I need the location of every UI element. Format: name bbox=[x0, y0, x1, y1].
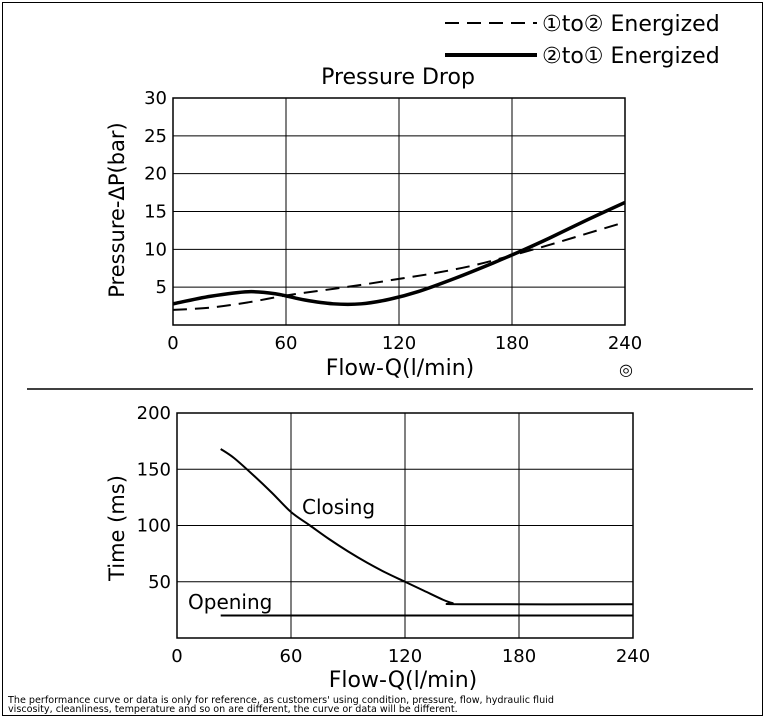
chart1-x-tick-label: 60 bbox=[275, 333, 298, 354]
chart2-x-tick-label: 0 bbox=[171, 646, 182, 667]
chart2-x-tick-label: 120 bbox=[388, 646, 422, 667]
chart1-y-tick-label: 25 bbox=[144, 126, 167, 147]
chart2-series-closing bbox=[220, 448, 634, 606]
chart1-xlabel: Flow-Q(l/min) bbox=[326, 356, 474, 381]
chart1-x-tick-label: 180 bbox=[495, 333, 529, 354]
chart2-x-tick-label: 180 bbox=[502, 646, 536, 667]
chart2-xlabel: Flow-Q(l/min) bbox=[329, 668, 477, 693]
footnote: The performance curve or data is only fo… bbox=[8, 695, 760, 715]
chart1-x-tick-label: 120 bbox=[382, 333, 416, 354]
chart2-x-tick-label: 240 bbox=[616, 646, 650, 667]
footnote-line-1: The performance curve or data is only fo… bbox=[8, 695, 554, 706]
chart1-y-tick-label: 20 bbox=[144, 164, 167, 185]
chart2-y-tick-label: 150 bbox=[137, 459, 171, 480]
chart1-title: Pressure Drop bbox=[321, 65, 475, 90]
legend-dashed-label: ①to② Energized bbox=[542, 12, 720, 37]
opening-annotation: Opening bbox=[188, 590, 272, 614]
chart1-plot: 0 60 120 180 240 5 10 15 20 25 30 bbox=[144, 88, 642, 354]
chart1-y-tick-label: 5 bbox=[156, 277, 167, 298]
closing-annotation: Closing bbox=[302, 495, 375, 519]
chart2-y-tick-label: 100 bbox=[137, 516, 171, 537]
legend-solid-label: ②to① Energized bbox=[542, 44, 720, 69]
footnote-line-2: viscosity, cleanliness, temperature and … bbox=[8, 704, 458, 715]
target-symbol: ◎ bbox=[619, 360, 633, 379]
chart1-series-solid bbox=[172, 200, 626, 307]
chart2-x-tick-label: 60 bbox=[280, 646, 303, 667]
chart1-series-dashed bbox=[172, 221, 626, 311]
chart2-plot-frame bbox=[176, 412, 634, 639]
chart1-ylabel: Pressure-ΔP(bar) bbox=[105, 122, 129, 298]
chart2-y-tick-label: 200 bbox=[137, 403, 171, 424]
chart2-plot: 0 60 120 180 240 50 100 150 200 bbox=[137, 403, 651, 667]
legend: ①to② Energized ②to① Energized bbox=[445, 12, 720, 69]
chart2-ylabel: Time (ms) bbox=[105, 475, 129, 582]
chart1-y-tick-label: 15 bbox=[144, 202, 167, 223]
chart1-x-tick-label: 0 bbox=[167, 333, 178, 354]
chart2-y-tick-label: 50 bbox=[148, 572, 171, 593]
chart1-plot-frame bbox=[172, 97, 626, 326]
chart1-y-tick-label: 30 bbox=[144, 88, 167, 109]
chart1-x-tick-label: 240 bbox=[608, 333, 642, 354]
chart1-y-tick-label: 10 bbox=[144, 239, 167, 260]
